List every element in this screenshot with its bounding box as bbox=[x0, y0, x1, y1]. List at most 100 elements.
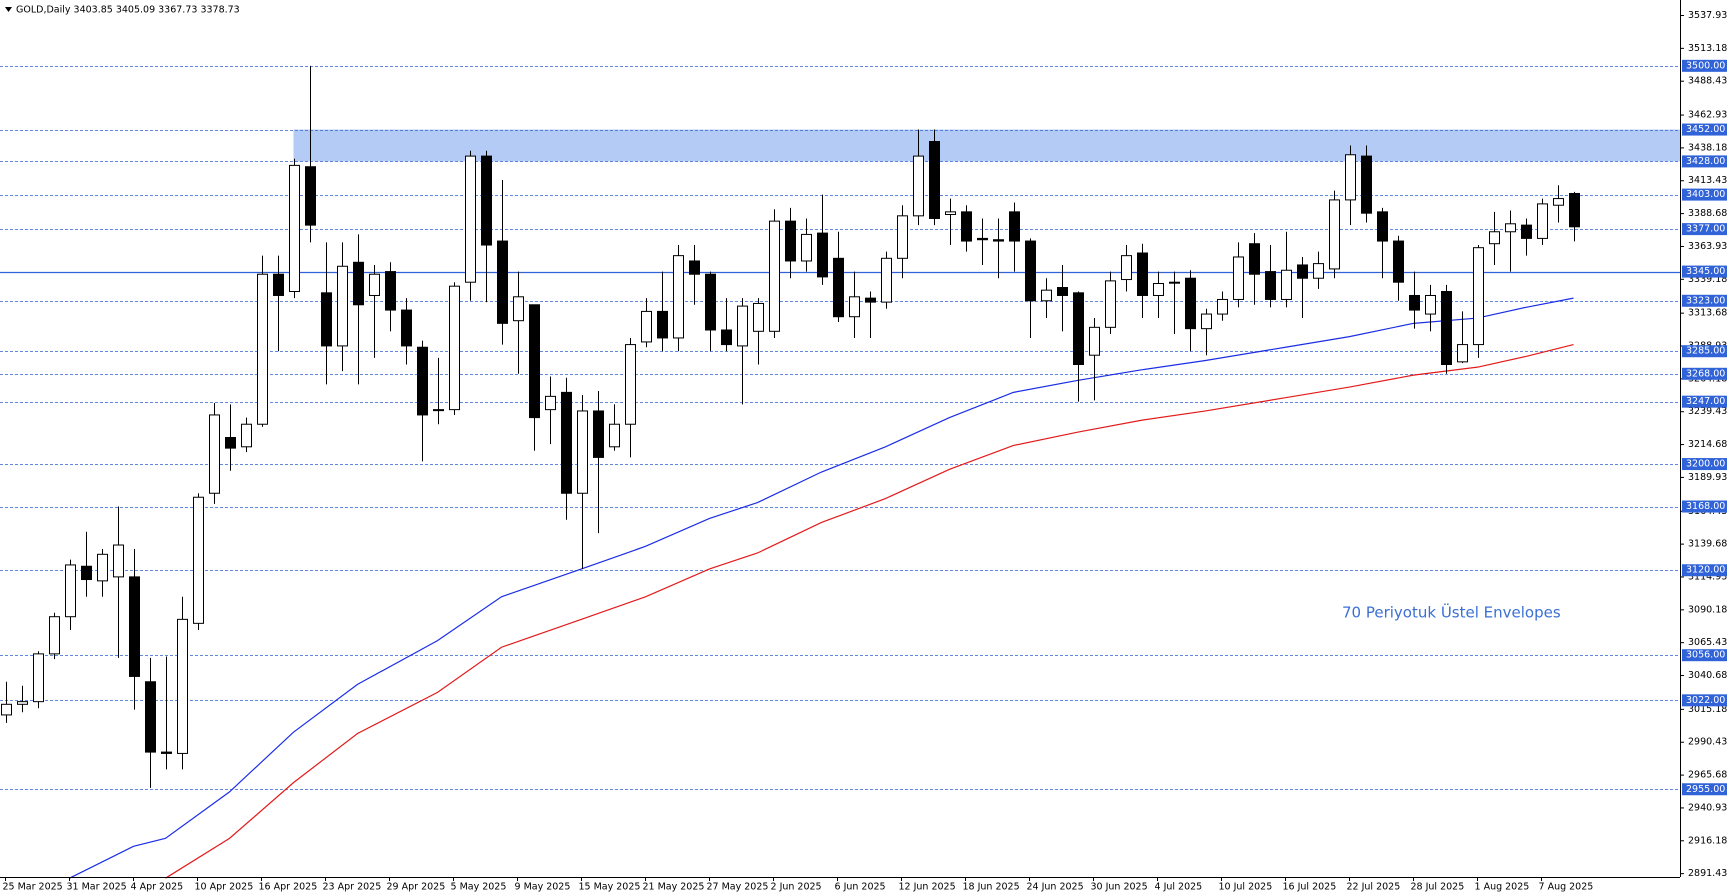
x-tick-label: 23 Apr 2025 bbox=[323, 882, 382, 893]
candle-body bbox=[897, 215, 908, 259]
candle-body bbox=[1505, 223, 1516, 233]
candle-body bbox=[625, 344, 636, 425]
candle-body bbox=[161, 751, 172, 754]
y-tick-label: 3189.93 bbox=[1688, 472, 1727, 483]
candle-body bbox=[1009, 211, 1020, 242]
candle-body bbox=[1265, 271, 1276, 300]
candle-body bbox=[769, 220, 780, 332]
x-tick-label: 25 Mar 2025 bbox=[3, 882, 63, 893]
level-label: 3403.00 bbox=[1686, 189, 1725, 200]
candle-body bbox=[1409, 294, 1420, 311]
y-tick-label: 3313.68 bbox=[1688, 308, 1727, 319]
level-label: 3120.00 bbox=[1686, 565, 1725, 576]
candle-body bbox=[817, 232, 828, 278]
x-tick-label: 4 Apr 2025 bbox=[131, 882, 184, 893]
candle-body bbox=[1329, 199, 1340, 270]
x-tick-label: 24 Jun 2025 bbox=[1027, 882, 1084, 893]
candle-body bbox=[1297, 264, 1308, 279]
y-tick-label: 3090.18 bbox=[1688, 604, 1727, 615]
y-tick-label: 2965.68 bbox=[1688, 770, 1727, 781]
candle-body bbox=[449, 285, 460, 411]
candle-body bbox=[1425, 294, 1436, 315]
candle-body bbox=[609, 423, 620, 448]
y-tick-label: 3462.93 bbox=[1688, 110, 1727, 121]
candle-body bbox=[849, 296, 860, 318]
x-tick-label: 28 Jul 2025 bbox=[1411, 882, 1465, 893]
level-label-box bbox=[1682, 458, 1727, 471]
y-tick-label: 3214.68 bbox=[1688, 439, 1727, 450]
candle-body bbox=[1489, 231, 1500, 245]
level-label-box bbox=[1682, 694, 1727, 707]
candle-body bbox=[993, 239, 1004, 242]
candle-body bbox=[961, 211, 972, 242]
level-label-box bbox=[1682, 59, 1727, 72]
candle-body bbox=[1057, 287, 1068, 296]
candle-body bbox=[1249, 243, 1260, 275]
candle-body bbox=[593, 410, 604, 458]
candle-body bbox=[1313, 263, 1324, 279]
level-label-box bbox=[1682, 223, 1727, 236]
candle-body bbox=[945, 211, 956, 216]
level-label-box bbox=[1682, 500, 1727, 513]
candle-body bbox=[737, 305, 748, 347]
candle-body bbox=[225, 437, 236, 449]
y-tick-label: 3537.93 bbox=[1688, 10, 1727, 21]
candle-body bbox=[193, 496, 204, 624]
candle-body bbox=[577, 410, 588, 494]
level-label: 3428.00 bbox=[1686, 156, 1725, 167]
candle-body bbox=[1169, 281, 1180, 284]
level-label-box bbox=[1682, 783, 1727, 796]
level-label-box bbox=[1682, 367, 1727, 380]
candle-body bbox=[273, 273, 284, 296]
candle-body bbox=[129, 576, 140, 677]
x-tick-label: 16 Jul 2025 bbox=[1283, 882, 1337, 893]
candle-body bbox=[1089, 326, 1100, 356]
level-label: 3247.00 bbox=[1686, 396, 1725, 407]
candle-body bbox=[833, 257, 844, 318]
level-label: 3056.00 bbox=[1686, 650, 1725, 661]
candle-body bbox=[65, 564, 76, 618]
x-tick-label: 10 Apr 2025 bbox=[195, 882, 254, 893]
candle-body bbox=[529, 304, 540, 419]
candle-body bbox=[913, 155, 924, 217]
level-label: 3268.00 bbox=[1686, 368, 1725, 379]
candle-body bbox=[433, 409, 444, 412]
candle-body bbox=[497, 240, 508, 324]
level-label: 3452.00 bbox=[1686, 124, 1725, 135]
candle-body bbox=[289, 164, 300, 292]
x-tick-label: 9 May 2025 bbox=[515, 882, 571, 893]
level-label: 3200.00 bbox=[1686, 459, 1725, 470]
candle-body bbox=[1345, 154, 1356, 201]
y-tick-label: 3513.18 bbox=[1688, 43, 1727, 54]
candle-body bbox=[1041, 289, 1052, 302]
y-tick-label: 2990.43 bbox=[1688, 737, 1727, 748]
candle-body bbox=[353, 261, 364, 306]
level-label: 3022.00 bbox=[1686, 695, 1725, 706]
candle-body bbox=[785, 220, 796, 262]
level-label-box bbox=[1682, 188, 1727, 201]
y-tick-label: 3413.43 bbox=[1688, 175, 1727, 186]
candle-body bbox=[1185, 277, 1196, 330]
candle-body bbox=[1121, 255, 1132, 281]
level-label-box bbox=[1682, 345, 1727, 358]
level-label: 3500.00 bbox=[1686, 60, 1725, 71]
x-tick-label: 29 Apr 2025 bbox=[387, 882, 446, 893]
y-tick-label: 3139.68 bbox=[1688, 539, 1727, 550]
x-tick-label: 31 Mar 2025 bbox=[67, 882, 127, 893]
candle-body bbox=[865, 297, 876, 303]
level-label: 3168.00 bbox=[1686, 501, 1725, 512]
x-tick-label: 5 May 2025 bbox=[451, 882, 507, 893]
candle-body bbox=[689, 260, 700, 275]
candle-body bbox=[1281, 269, 1292, 300]
x-tick-label: 6 Jun 2025 bbox=[835, 882, 886, 893]
candle-body bbox=[1217, 298, 1228, 315]
candle-body bbox=[1441, 290, 1452, 365]
candle-body bbox=[513, 296, 524, 322]
candle-body bbox=[801, 233, 812, 262]
level-label-box bbox=[1682, 123, 1727, 136]
candle-body bbox=[1073, 292, 1084, 365]
candle-body bbox=[1377, 211, 1388, 242]
level-label: 3285.00 bbox=[1686, 346, 1725, 357]
candle-body bbox=[881, 257, 892, 303]
